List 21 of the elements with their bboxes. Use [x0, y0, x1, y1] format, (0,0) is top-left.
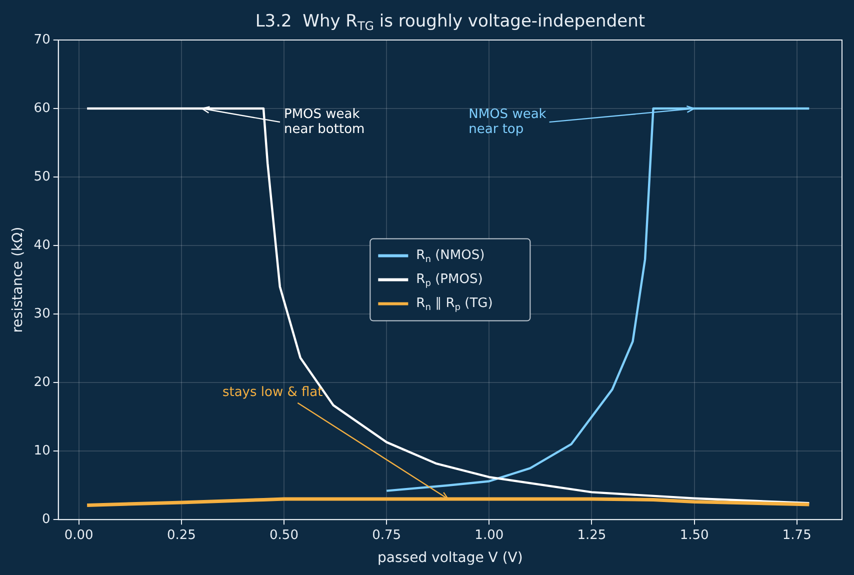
y-tick-label: 10 [34, 443, 50, 458]
x-tick-label: 0.00 [64, 528, 94, 543]
y-tick-label: 0 [42, 512, 50, 527]
y-tick-label: 20 [34, 374, 50, 390]
annotation: NMOS weak near top [468, 106, 547, 137]
annotation: stays low & flat [222, 385, 323, 400]
y-tick-label: 60 [34, 100, 50, 116]
x-tick-label: 1.75 [782, 528, 812, 543]
x-tick-label: 0.25 [166, 528, 196, 543]
x-axis-title: passed voltage V (V) [378, 550, 523, 566]
annotation: PMOS weak near bottom [284, 106, 365, 137]
y-axis-title: resistance (kΩ) [10, 226, 26, 333]
y-tick-label: 40 [34, 238, 50, 253]
x-tick-label: 0.50 [270, 528, 298, 543]
x-tick-label: 1.50 [680, 528, 709, 543]
x-tick-label: 0.75 [372, 528, 402, 543]
y-tick-label: 70 [34, 32, 50, 48]
y-tick-label: 50 [34, 169, 50, 184]
y-tick-label: 30 [34, 306, 50, 322]
x-tick-label: 1.25 [577, 528, 606, 543]
x-tick-label: 1.00 [474, 528, 504, 543]
